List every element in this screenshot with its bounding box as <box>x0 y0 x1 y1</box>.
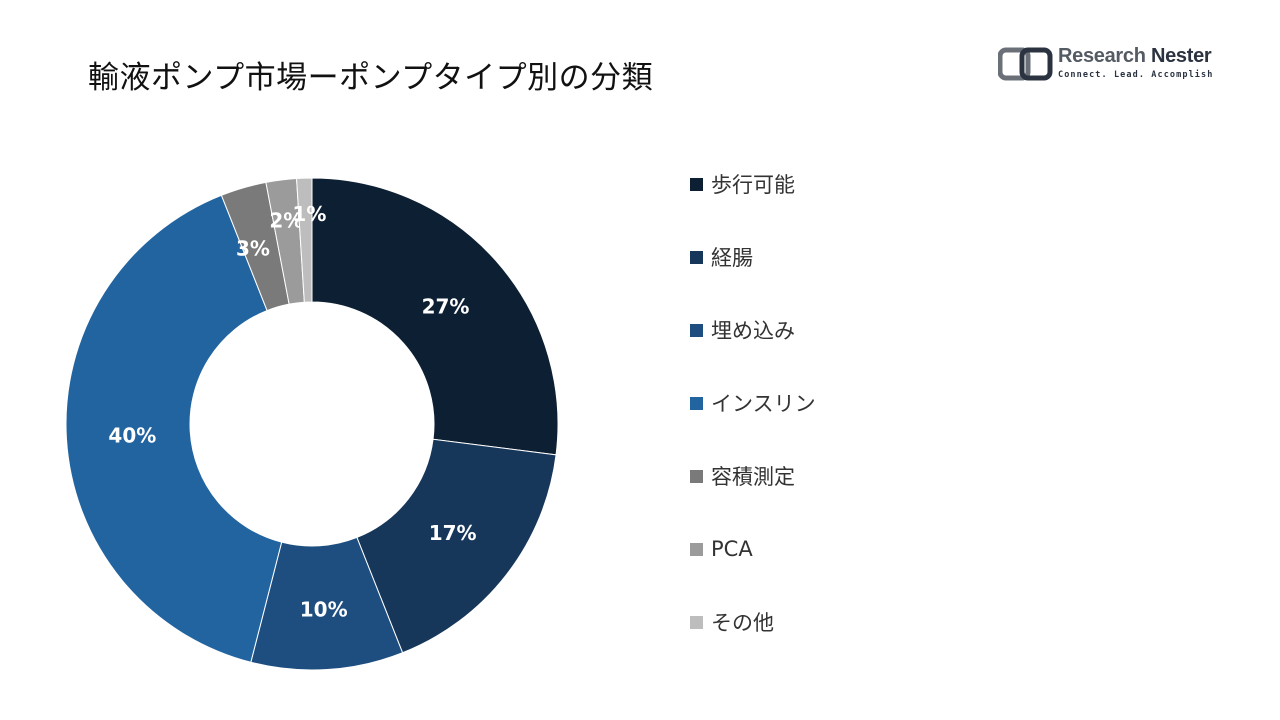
data-label-6: 2% <box>269 209 303 233</box>
donut-slice-1 <box>311 177 559 456</box>
legend-swatch <box>690 323 703 337</box>
legend-swatch <box>690 250 703 264</box>
legend-item-7: その他 <box>690 606 774 638</box>
legend-item-2: 経腸 <box>690 241 753 273</box>
donut-slice-7 <box>296 177 313 303</box>
legend-item-5: 容積測定 <box>690 460 795 492</box>
legend-item-1: 歩行可能 <box>690 168 795 200</box>
legend-label: 歩行可能 <box>711 173 795 197</box>
donut-slice-4 <box>65 194 283 663</box>
legend-item-3: 埋め込み <box>690 314 795 346</box>
logo-mark-icon <box>998 47 1053 81</box>
legend-label: インスリン <box>711 392 816 416</box>
data-label-2: 17% <box>429 521 477 545</box>
logo-name-part2: Nester <box>1150 45 1212 67</box>
legend-label: PCA <box>711 537 753 561</box>
legend-label: 容積測定 <box>711 465 795 489</box>
legend-swatch <box>690 177 703 191</box>
research-nester-logo: Research Nester Connect. Lead. Accomplis… <box>998 44 1228 90</box>
logo-tagline: Connect. Lead. Accomplish <box>1058 70 1214 80</box>
legend-swatch <box>690 469 703 483</box>
data-label-3: 10% <box>300 598 348 622</box>
legend-label: 埋め込み <box>711 319 795 343</box>
donut-chart: 27% 17% 10% 40% 3% 2%1% <box>65 177 559 671</box>
legend-label: 経腸 <box>711 246 753 270</box>
page-title: 輸液ポンプ市場ーポンプタイプ別の分類 <box>88 60 654 96</box>
legend-item-4: インスリン <box>690 387 816 419</box>
legend-label: その他 <box>711 611 774 635</box>
legend-swatch <box>690 615 703 629</box>
donut-slice-2 <box>356 438 557 654</box>
data-label-4: 40% <box>108 423 156 447</box>
legend-item-6: PCA <box>690 533 753 565</box>
data-label-5: 3% <box>236 236 270 260</box>
legend-swatch <box>690 396 703 410</box>
legend-swatch <box>690 542 703 556</box>
data-label-7: 1% <box>292 202 326 226</box>
logo-name-part1: Research <box>1058 45 1146 67</box>
data-label-1: 27% <box>422 294 470 318</box>
logo-name: Research Nester <box>1058 45 1212 68</box>
